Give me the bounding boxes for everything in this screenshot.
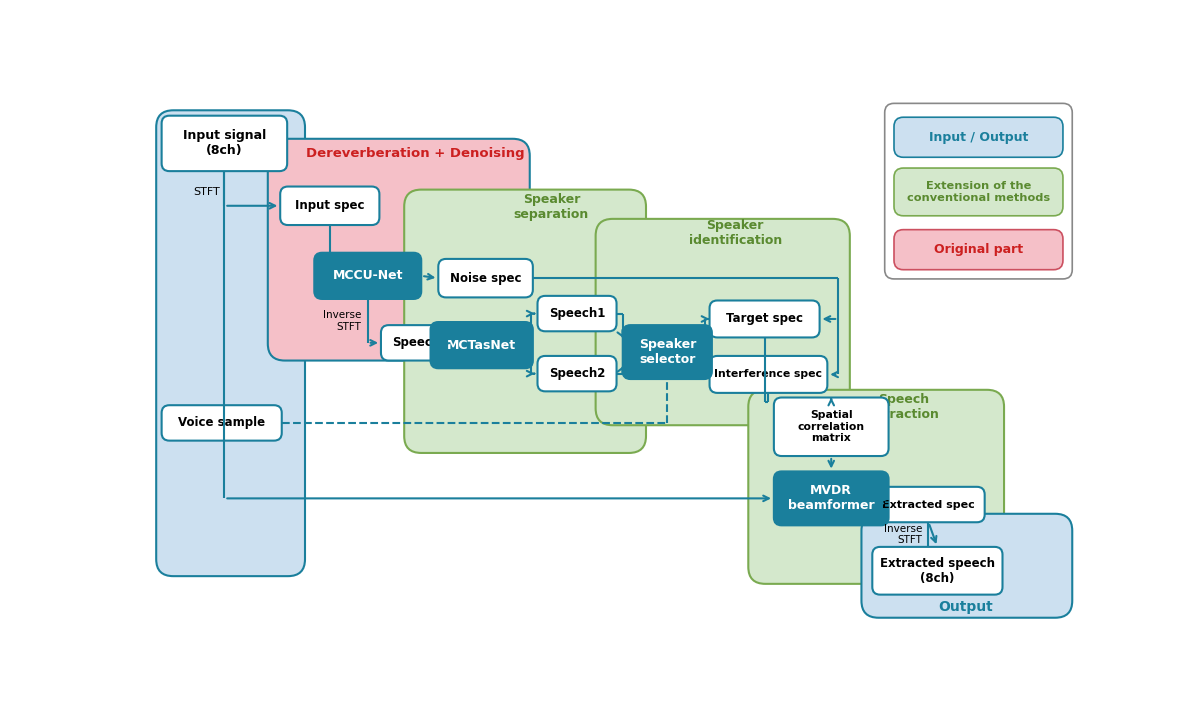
FancyBboxPatch shape: [774, 397, 888, 456]
FancyBboxPatch shape: [623, 325, 712, 379]
FancyBboxPatch shape: [431, 322, 533, 368]
Text: Speech: Speech: [392, 336, 440, 349]
Text: MCTasNet: MCTasNet: [448, 339, 516, 352]
FancyBboxPatch shape: [872, 486, 985, 522]
Text: Inverse
STFT: Inverse STFT: [323, 310, 361, 332]
FancyBboxPatch shape: [314, 253, 421, 299]
Text: Extracted speech
(8ch): Extracted speech (8ch): [880, 557, 995, 585]
FancyBboxPatch shape: [380, 325, 452, 360]
FancyBboxPatch shape: [156, 110, 305, 576]
Text: Input: Input: [178, 118, 218, 132]
Text: Noise spec: Noise spec: [450, 272, 521, 285]
Text: Speaker
identification: Speaker identification: [689, 219, 781, 247]
FancyBboxPatch shape: [774, 472, 888, 525]
FancyBboxPatch shape: [862, 514, 1073, 618]
Text: Dereverberation + Denoising: Dereverberation + Denoising: [306, 147, 524, 160]
Text: Input / Output: Input / Output: [929, 131, 1028, 144]
Text: Spatial
correlation
matrix: Spatial correlation matrix: [798, 410, 865, 443]
Text: Target spec: Target spec: [726, 313, 803, 325]
Text: Speech1: Speech1: [548, 307, 605, 320]
Text: Interference spec: Interference spec: [714, 369, 822, 379]
Text: STFT: STFT: [193, 187, 220, 197]
FancyBboxPatch shape: [894, 117, 1063, 157]
FancyBboxPatch shape: [162, 116, 287, 171]
FancyBboxPatch shape: [162, 405, 282, 441]
Text: Speaker
selector: Speaker selector: [638, 338, 696, 366]
Text: Extracted spec: Extracted spec: [882, 500, 974, 510]
Text: Extension of the
conventional methods: Extension of the conventional methods: [907, 181, 1050, 203]
FancyBboxPatch shape: [709, 301, 820, 337]
Text: Input signal
(8ch): Input signal (8ch): [182, 130, 266, 158]
FancyBboxPatch shape: [894, 230, 1063, 270]
FancyBboxPatch shape: [709, 356, 827, 393]
Text: Input spec: Input spec: [295, 199, 365, 212]
FancyBboxPatch shape: [281, 186, 379, 225]
FancyBboxPatch shape: [268, 139, 529, 360]
FancyBboxPatch shape: [538, 356, 617, 391]
FancyBboxPatch shape: [894, 168, 1063, 216]
Text: Speech2: Speech2: [548, 367, 605, 380]
Text: Inverse
STFT: Inverse STFT: [884, 524, 923, 545]
Text: Voice sample: Voice sample: [178, 416, 265, 430]
FancyBboxPatch shape: [884, 103, 1073, 279]
Text: Original part: Original part: [934, 243, 1024, 256]
Text: MVDR
beamformer: MVDR beamformer: [788, 484, 875, 512]
FancyBboxPatch shape: [749, 390, 1004, 584]
Text: Speech
extraction: Speech extraction: [868, 393, 940, 421]
FancyBboxPatch shape: [595, 219, 850, 426]
FancyBboxPatch shape: [404, 189, 646, 453]
FancyBboxPatch shape: [438, 259, 533, 297]
FancyBboxPatch shape: [872, 547, 1002, 594]
Text: MCCU-Net: MCCU-Net: [332, 269, 403, 283]
Text: Speaker
separation: Speaker separation: [514, 193, 589, 221]
Text: Output: Output: [938, 600, 992, 614]
FancyBboxPatch shape: [538, 296, 617, 332]
